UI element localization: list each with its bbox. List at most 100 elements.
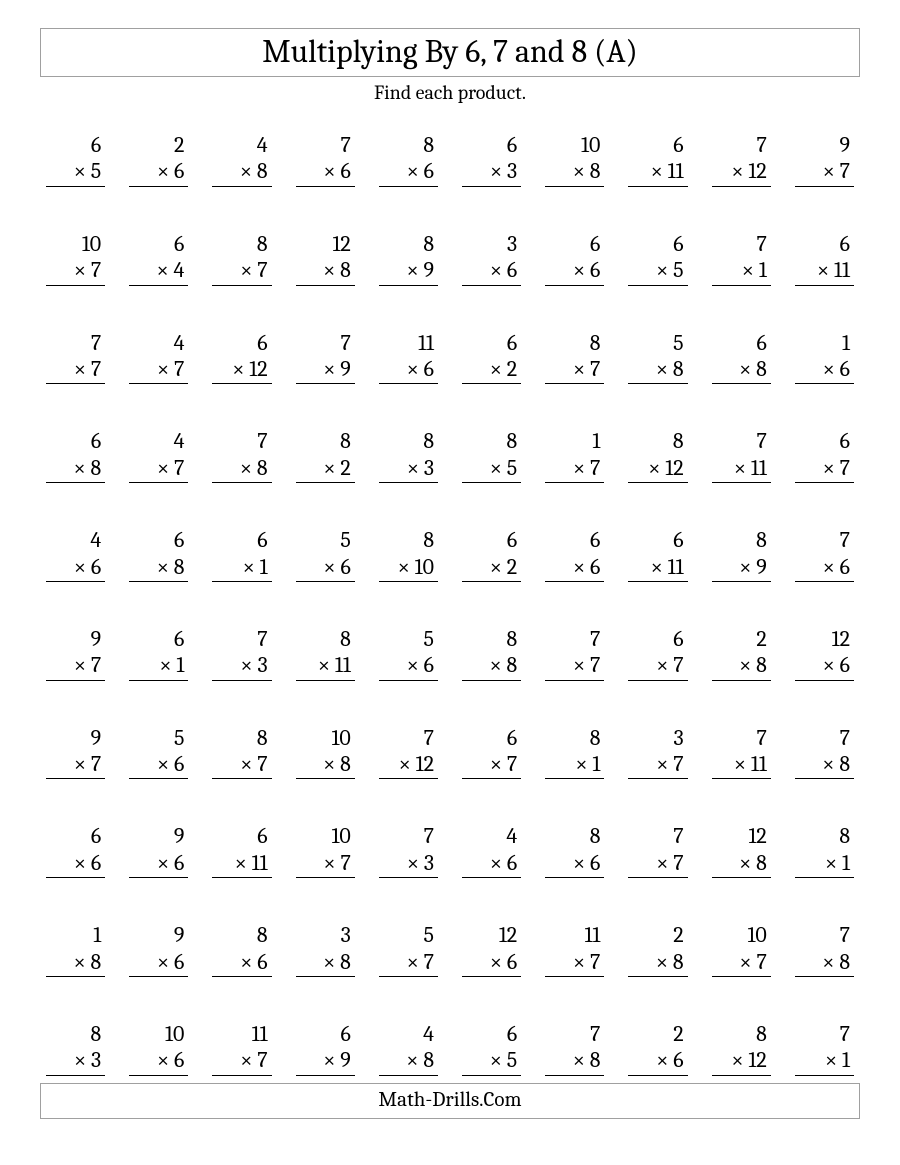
problem-cell: 8× 7: [212, 231, 271, 286]
multiplier-row: × 8: [545, 1047, 604, 1075]
multiplier-row: × 7: [545, 949, 604, 977]
multiplier-row: × 7: [129, 455, 188, 483]
multiplier-row: × 6: [795, 554, 854, 582]
problem-cell: 11× 6: [379, 330, 438, 385]
multiplier-row: × 3: [379, 850, 438, 878]
problem-cell: 8× 8: [462, 626, 521, 681]
problem-cell: 12× 6: [795, 626, 854, 681]
multiplier-row: × 8: [795, 949, 854, 977]
multiplicand: 8: [545, 330, 604, 356]
problem-cell: 7× 1: [795, 1021, 854, 1076]
problem-cell: 4× 6: [46, 527, 105, 582]
multiplicand: 6: [46, 428, 105, 454]
multiplicand: 10: [712, 922, 771, 948]
problem-cell: 6× 11: [628, 527, 687, 582]
problem-cell: 7× 7: [628, 823, 687, 878]
footer-text: Math-Drills.Com: [378, 1088, 521, 1112]
multiplier-row: × 11: [628, 554, 687, 582]
multiplicand: 11: [379, 330, 438, 356]
problem-cell: 11× 7: [212, 1021, 271, 1076]
multiplicand: 12: [795, 626, 854, 652]
multiplicand: 6: [462, 725, 521, 751]
multiplier-row: × 8: [379, 1047, 438, 1075]
problem-cell: 8× 3: [46, 1021, 105, 1076]
problem-cell: 6× 2: [462, 330, 521, 385]
multiplier-row: × 6: [462, 257, 521, 285]
multiplicand: 8: [212, 231, 271, 257]
problem-cell: 7× 8: [795, 922, 854, 977]
multiplier-row: × 7: [545, 652, 604, 680]
problem-cell: 3× 6: [462, 231, 521, 286]
problem-cell: 6× 9: [296, 1021, 355, 1076]
multiplicand: 8: [46, 1021, 105, 1047]
problem-cell: 6× 7: [795, 428, 854, 483]
multiplicand: 2: [712, 626, 771, 652]
multiplier-row: × 7: [545, 455, 604, 483]
multiplier-row: × 6: [545, 257, 604, 285]
multiplier-row: × 6: [129, 949, 188, 977]
multiplier-row: × 7: [379, 949, 438, 977]
multiplier-row: × 8: [129, 554, 188, 582]
multiplicand: 3: [296, 922, 355, 948]
multiplier-row: × 7: [462, 751, 521, 779]
problem-cell: 10× 7: [712, 922, 771, 977]
problem-cell: 4× 6: [462, 823, 521, 878]
multiplicand: 4: [379, 1021, 438, 1047]
multiplier-row: × 6: [379, 158, 438, 186]
multiplier-row: × 7: [212, 257, 271, 285]
problem-cell: 6× 8: [46, 428, 105, 483]
multiplicand: 1: [795, 330, 854, 356]
multiplier-row: × 7: [712, 949, 771, 977]
multiplier-row: × 7: [296, 850, 355, 878]
multiplicand: 4: [46, 527, 105, 553]
multiplier-row: × 7: [46, 257, 105, 285]
problem-cell: 5× 7: [379, 922, 438, 977]
multiplicand: 6: [462, 527, 521, 553]
multiplier-row: × 6: [129, 850, 188, 878]
multiplier-row: × 11: [628, 158, 687, 186]
multiplier-row: × 7: [628, 850, 687, 878]
multiplicand: 6: [628, 132, 687, 158]
multiplicand: 7: [379, 823, 438, 849]
multiplicand: 7: [712, 428, 771, 454]
problem-cell: 4× 8: [379, 1021, 438, 1076]
problem-cell: 4× 8: [212, 132, 271, 187]
multiplier-row: × 6: [296, 554, 355, 582]
multiplicand: 10: [545, 132, 604, 158]
problem-cell: 8× 2: [296, 428, 355, 483]
problem-cell: 2× 8: [712, 626, 771, 681]
problem-cell: 5× 6: [129, 725, 188, 780]
multiplier-row: × 8: [46, 949, 105, 977]
multiplicand: 6: [46, 823, 105, 849]
footer-container: Math-Drills.Com: [40, 1083, 860, 1119]
multiplicand: 8: [712, 527, 771, 553]
multiplicand: 8: [462, 428, 521, 454]
multiplier-row: × 8: [296, 257, 355, 285]
problem-cell: 8× 6: [379, 132, 438, 187]
problems-grid: 6× 52× 64× 87× 68× 66× 310× 86× 117× 129…: [40, 132, 860, 1076]
multiplicand: 7: [628, 823, 687, 849]
multiplier-row: × 1: [795, 1047, 854, 1075]
problem-cell: 1× 7: [545, 428, 604, 483]
multiplier-row: × 11: [795, 257, 854, 285]
multiplier-row: × 8: [296, 949, 355, 977]
title-container: Multiplying By 6, 7 and 8 (A): [40, 28, 860, 77]
multiplier-row: × 9: [296, 1047, 355, 1075]
multiplier-row: × 12: [628, 455, 687, 483]
multiplicand: 8: [628, 428, 687, 454]
multiplier-row: × 3: [212, 652, 271, 680]
problem-cell: 6× 1: [129, 626, 188, 681]
multiplier-row: × 11: [296, 652, 355, 680]
multiplicand: 10: [296, 823, 355, 849]
multiplicand: 4: [129, 330, 188, 356]
problem-cell: 7× 8: [212, 428, 271, 483]
problem-cell: 7× 9: [296, 330, 355, 385]
multiplier-row: × 11: [712, 751, 771, 779]
multiplier-row: × 8: [212, 158, 271, 186]
multiplier-row: × 6: [296, 158, 355, 186]
multiplicand: 9: [46, 626, 105, 652]
multiplier-row: × 7: [129, 356, 188, 384]
multiplicand: 5: [628, 330, 687, 356]
problem-cell: 8× 7: [545, 330, 604, 385]
problem-cell: 2× 6: [628, 1021, 687, 1076]
